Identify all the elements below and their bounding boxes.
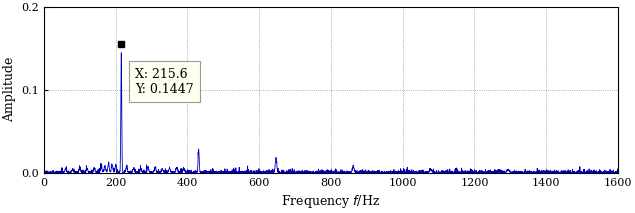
Text: X: 215.6
Y: 0.1447: X: 215.6 Y: 0.1447 bbox=[135, 68, 194, 96]
Y-axis label: Amplitude: Amplitude bbox=[3, 57, 16, 122]
X-axis label: Frequency $f$/Hz: Frequency $f$/Hz bbox=[281, 193, 380, 210]
